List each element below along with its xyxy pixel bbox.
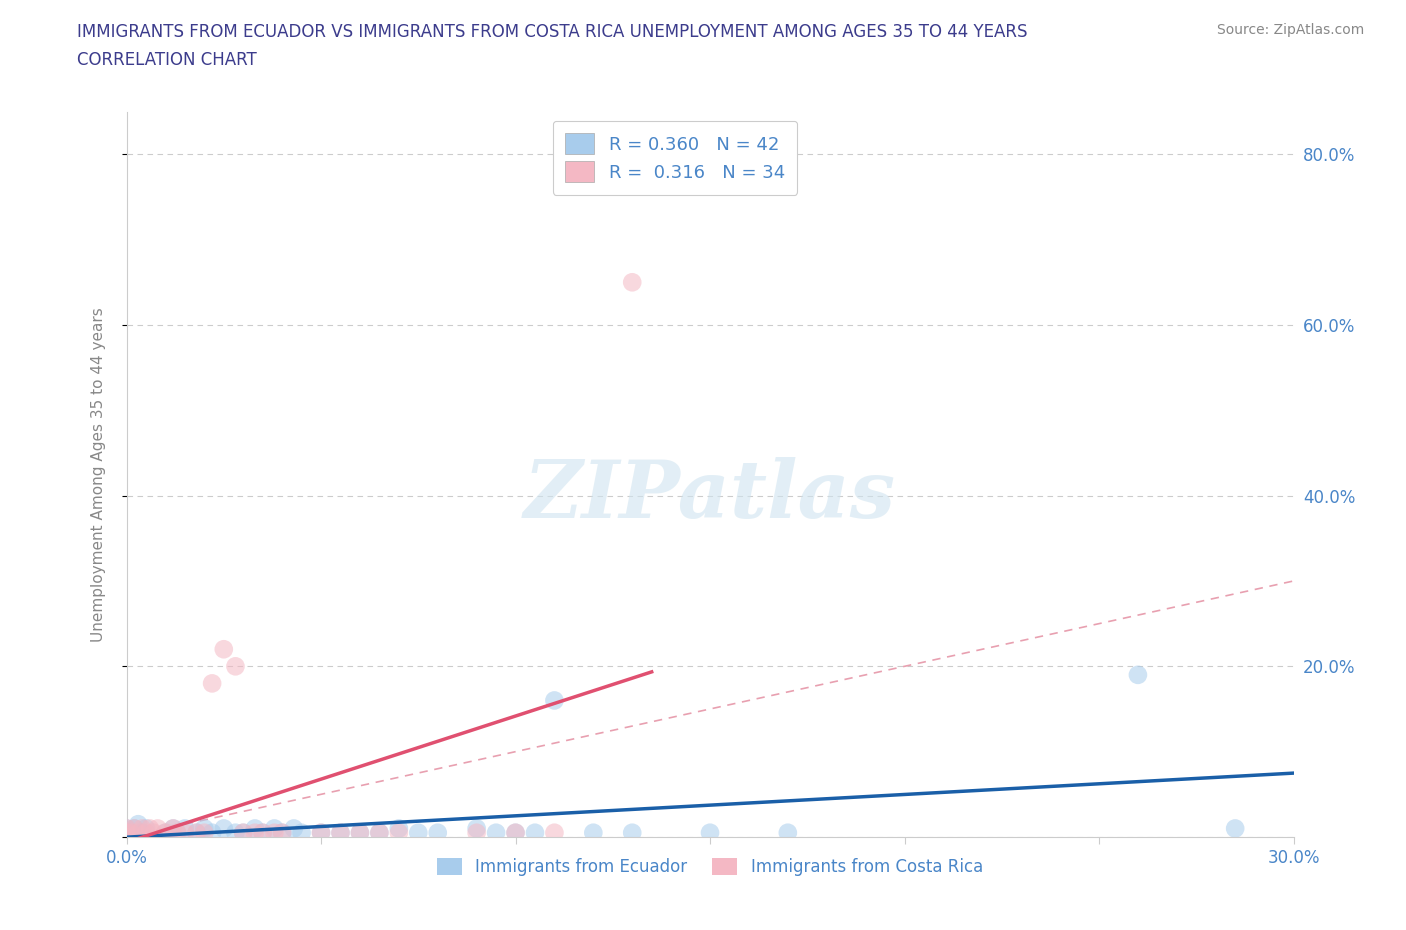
Point bbox=[243, 821, 266, 836]
Point bbox=[309, 825, 332, 840]
Text: CORRELATION CHART: CORRELATION CHART bbox=[77, 51, 257, 69]
Point bbox=[155, 825, 177, 840]
Point bbox=[290, 825, 312, 840]
Point bbox=[1126, 668, 1149, 683]
Point bbox=[329, 825, 352, 840]
Point bbox=[582, 825, 605, 840]
Point bbox=[408, 825, 430, 840]
Legend: Immigrants from Ecuador, Immigrants from Costa Rica: Immigrants from Ecuador, Immigrants from… bbox=[430, 852, 990, 883]
Point bbox=[201, 825, 224, 840]
Point bbox=[135, 821, 157, 836]
Point bbox=[124, 821, 146, 836]
Point bbox=[426, 825, 449, 840]
Point bbox=[135, 825, 157, 840]
Point bbox=[186, 825, 208, 840]
Point bbox=[131, 821, 153, 836]
Point bbox=[162, 821, 184, 836]
Point bbox=[621, 275, 644, 290]
Point bbox=[368, 825, 391, 840]
Point bbox=[543, 825, 565, 840]
Point bbox=[131, 825, 153, 840]
Point bbox=[139, 821, 162, 836]
Point bbox=[621, 825, 644, 840]
Point bbox=[271, 825, 294, 840]
Point bbox=[699, 825, 721, 840]
Point bbox=[115, 821, 138, 836]
Point bbox=[465, 825, 488, 840]
Text: IMMIGRANTS FROM ECUADOR VS IMMIGRANTS FROM COSTA RICA UNEMPLOYMENT AMONG AGES 35: IMMIGRANTS FROM ECUADOR VS IMMIGRANTS FR… bbox=[77, 23, 1028, 41]
Point bbox=[127, 825, 149, 840]
Point bbox=[1223, 821, 1246, 836]
Point bbox=[162, 821, 184, 836]
Point bbox=[368, 825, 391, 840]
Point bbox=[115, 830, 138, 844]
Point bbox=[232, 825, 254, 840]
Point bbox=[201, 676, 224, 691]
Point bbox=[186, 825, 208, 840]
Point bbox=[212, 821, 235, 836]
Point bbox=[271, 825, 294, 840]
Point bbox=[243, 825, 266, 840]
Point bbox=[120, 825, 142, 840]
Point bbox=[388, 821, 411, 836]
Point bbox=[349, 825, 371, 840]
Point bbox=[224, 658, 246, 673]
Point bbox=[505, 825, 527, 840]
Text: ZIPatlas: ZIPatlas bbox=[524, 458, 896, 535]
Point bbox=[252, 825, 274, 840]
Point bbox=[776, 825, 799, 840]
Point bbox=[505, 825, 527, 840]
Point bbox=[174, 821, 197, 836]
Point bbox=[224, 825, 246, 840]
Point bbox=[166, 825, 188, 840]
Point bbox=[115, 825, 138, 840]
Point bbox=[155, 825, 177, 840]
Point bbox=[115, 830, 138, 844]
Text: Source: ZipAtlas.com: Source: ZipAtlas.com bbox=[1216, 23, 1364, 37]
Point bbox=[174, 825, 197, 840]
Point bbox=[193, 825, 215, 840]
Point bbox=[232, 825, 254, 840]
Point bbox=[485, 825, 508, 840]
Point bbox=[120, 825, 142, 840]
Point bbox=[127, 817, 149, 831]
Point bbox=[329, 825, 352, 840]
Point bbox=[193, 821, 215, 836]
Point bbox=[523, 825, 546, 840]
Point bbox=[124, 821, 146, 836]
Point bbox=[263, 825, 285, 840]
Point bbox=[309, 825, 332, 840]
Point bbox=[388, 825, 411, 840]
Point bbox=[146, 821, 169, 836]
Point bbox=[263, 821, 285, 836]
Point bbox=[212, 642, 235, 657]
Point bbox=[115, 825, 138, 840]
Point bbox=[543, 693, 565, 708]
Y-axis label: Unemployment Among Ages 35 to 44 years: Unemployment Among Ages 35 to 44 years bbox=[91, 307, 105, 642]
Point bbox=[465, 821, 488, 836]
Point bbox=[142, 825, 165, 840]
Point bbox=[115, 821, 138, 836]
Point bbox=[283, 821, 305, 836]
Point bbox=[252, 825, 274, 840]
Point bbox=[166, 825, 188, 840]
Point bbox=[349, 825, 371, 840]
